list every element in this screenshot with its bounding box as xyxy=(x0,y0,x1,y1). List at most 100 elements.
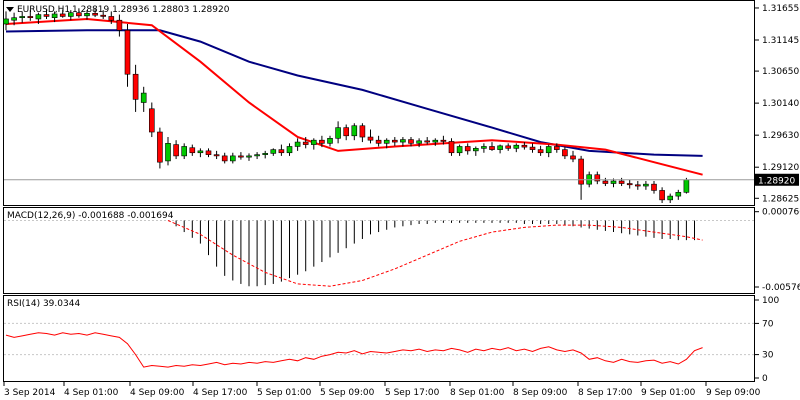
candle xyxy=(383,138,390,149)
candle-body-bull xyxy=(675,192,682,197)
candle xyxy=(537,145,544,156)
candle-body-bear xyxy=(213,154,220,157)
candle xyxy=(213,150,220,160)
current-price-box xyxy=(755,173,799,186)
candle xyxy=(400,137,406,147)
candle xyxy=(578,155,584,200)
candle-body-bear xyxy=(537,149,544,154)
candle xyxy=(165,137,171,166)
candle xyxy=(481,143,487,153)
candle-body-bear xyxy=(626,183,633,186)
candle xyxy=(19,11,26,23)
candle-body-bear xyxy=(505,145,512,149)
candle xyxy=(602,177,609,187)
time-tick-label: 4 Sep 17:00 xyxy=(193,388,248,398)
price-tick-label: 1.31655 xyxy=(762,4,799,14)
time-tick-label: 8 Sep 17:00 xyxy=(578,388,633,398)
candle xyxy=(286,143,293,156)
candle xyxy=(545,144,552,158)
candle-body-bull xyxy=(683,179,690,193)
ma-fast-layer xyxy=(5,17,703,176)
dropdown-triangle-icon[interactable] xyxy=(6,7,14,12)
candle xyxy=(521,142,528,150)
candle-body-bear xyxy=(302,141,309,145)
candle-body-bear xyxy=(59,13,66,17)
macd-layer xyxy=(4,220,754,287)
candle-body-bear xyxy=(189,147,196,154)
candle xyxy=(59,9,66,18)
candle xyxy=(570,150,576,163)
candle xyxy=(246,153,252,161)
candle-body-bull xyxy=(3,18,9,25)
current-price-label: 1.28920 xyxy=(758,176,795,186)
candle-body-bear xyxy=(375,139,382,144)
candle-body-bear xyxy=(408,139,414,144)
macd-tick-label: 0.000766 xyxy=(762,208,800,218)
macd-signal-line xyxy=(167,220,703,287)
candle xyxy=(659,187,665,203)
candle xyxy=(359,123,366,143)
candle xyxy=(424,137,431,145)
candle xyxy=(157,127,163,169)
candle-body-bear xyxy=(521,144,528,148)
candle-body-bull xyxy=(513,144,520,149)
time-tick-label: 5 Sep 09:00 xyxy=(320,388,375,398)
price-axis: 1.31655 1.31145 1.30650 1.30140 1.29630 1.291… xyxy=(755,4,799,204)
candle xyxy=(230,152,236,164)
candle xyxy=(667,193,674,203)
candle xyxy=(505,143,512,151)
candle xyxy=(100,10,106,19)
candle-body-bear xyxy=(578,158,584,185)
candle-body-bear xyxy=(100,14,106,17)
candle-body-bull xyxy=(416,140,422,144)
candle xyxy=(651,181,657,194)
candle xyxy=(343,124,350,141)
candle xyxy=(221,152,228,164)
candle-body-bear xyxy=(108,16,115,21)
candle-body-bull xyxy=(35,14,42,20)
candles-layer xyxy=(3,8,690,203)
candle xyxy=(294,138,301,151)
time-tick-label: 3 Sep 2014 xyxy=(4,388,56,398)
candle xyxy=(116,14,123,37)
candle xyxy=(108,11,115,24)
candle-body-bull xyxy=(84,13,90,17)
candle-body-bear xyxy=(43,14,50,17)
candle-body-bull xyxy=(286,146,293,154)
price-tick-label: 1.29120 xyxy=(762,163,799,173)
candle-body-bull xyxy=(165,143,171,162)
candle-body-bear xyxy=(529,146,536,150)
macd-label: MACD(12,26,9) -0.001688 -0.001694 xyxy=(7,211,174,221)
candle-body-bull xyxy=(140,92,147,103)
time-tick-label: 8 Sep 01:00 xyxy=(450,388,505,398)
time-tick-label: 9 Sep 09:00 xyxy=(706,388,761,398)
candle-body-bull xyxy=(456,146,463,154)
candle-body-bull xyxy=(400,139,406,143)
candle xyxy=(197,148,204,158)
macd-tick-label: -0.005767 xyxy=(762,283,800,293)
candle-body-bull xyxy=(197,150,204,154)
candle-body-bear xyxy=(221,155,228,162)
candle-body-bull xyxy=(610,180,617,184)
price-tick-label: 1.29630 xyxy=(762,131,799,141)
candle xyxy=(124,23,131,87)
candle-body-bear xyxy=(602,180,609,184)
candle xyxy=(367,129,374,144)
candle-body-bear xyxy=(440,139,447,142)
candle xyxy=(278,144,285,156)
candle xyxy=(254,152,260,160)
rsi-layer xyxy=(4,322,754,368)
candle-body-bear xyxy=(132,73,139,100)
candle xyxy=(238,152,244,160)
candle-body-bear xyxy=(594,174,601,182)
candle-body-bear xyxy=(149,108,155,133)
candle-body-bear xyxy=(618,180,625,184)
candle xyxy=(489,142,495,151)
candle-body-bull xyxy=(270,149,277,154)
candle xyxy=(92,8,98,18)
candle-body-bull xyxy=(19,16,26,19)
candle-body-bull xyxy=(335,127,341,139)
candle xyxy=(43,8,50,19)
candle xyxy=(335,121,341,144)
